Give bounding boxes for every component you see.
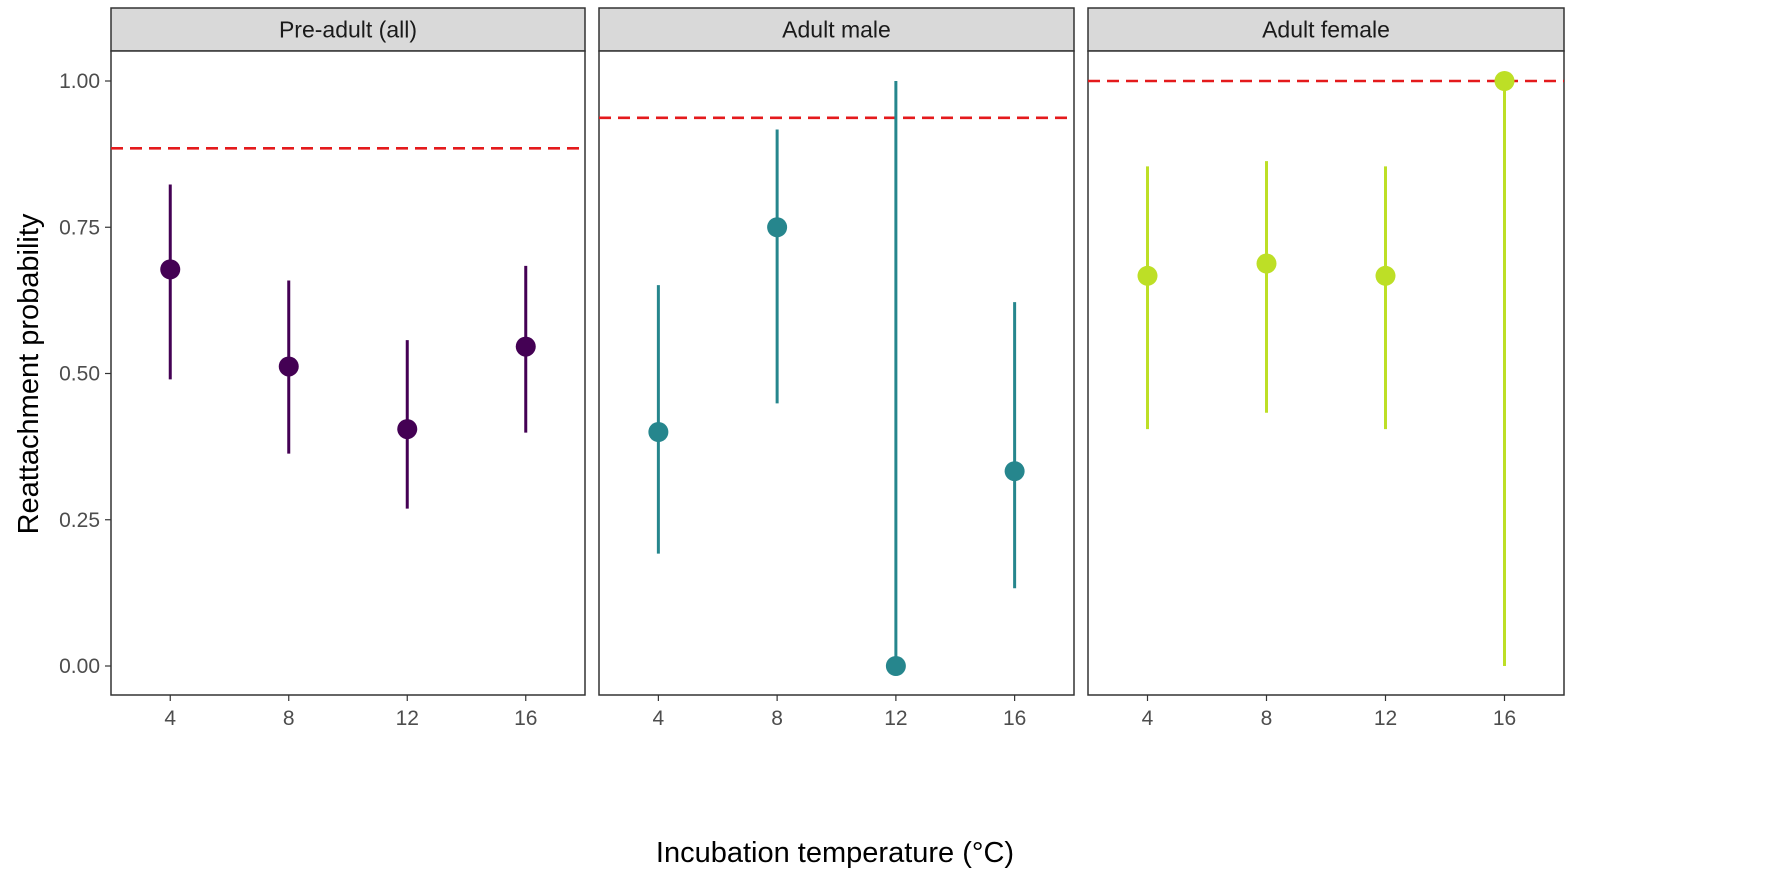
y-tick-label: 0.25 [59,509,100,532]
x-tick-label: 8 [1261,707,1273,730]
facet-strips: Pre-adult (all) Adult male Adult female [110,7,1565,52]
x-tick-label: 12 [884,707,907,730]
data-point [1375,265,1396,286]
facet-title: Pre-adult (all) [279,17,417,43]
data-point [1256,253,1277,274]
x-axis-title: Incubation temperature (°C) [656,837,1014,869]
data-point [1004,461,1025,482]
facet-title: Adult male [782,17,891,43]
panel-background [598,50,1075,696]
x-tick-label: 16 [1003,707,1026,730]
x-tick-label: 8 [283,707,295,730]
data-point [515,336,536,357]
y-tick-label: 0.75 [59,216,100,239]
data-point [160,259,181,280]
facet-strip [1087,7,1565,52]
y-tick-label: 0.50 [59,363,100,386]
facet-title: Adult female [1262,17,1390,43]
x-tick-label: 8 [771,707,783,730]
facet-strip [110,7,586,52]
facet-panel [110,50,586,696]
data-point [278,356,299,377]
x-tick-label: 4 [1142,707,1154,730]
facet-panel [1087,50,1565,696]
panel-background [110,50,586,696]
x-tick-label: 4 [653,707,665,730]
x-tick-label: 12 [1374,707,1397,730]
y-tick-label: 1.00 [59,70,100,93]
panel-background [1087,50,1565,696]
y-axis: 0.00 0.25 0.50 0.75 1.00 [59,70,111,678]
x-tick-label: 4 [164,707,176,730]
x-axes: 4 8 12 16 4 8 12 16 4 8 12 16 [164,695,1516,730]
x-tick-label: 16 [1493,707,1516,730]
facet-strip [598,7,1075,52]
y-tick-label: 0.00 [59,655,100,678]
facet-panel [598,50,1075,696]
data-point [648,422,669,442]
facet-panels [110,50,1565,696]
data-point [885,656,906,676]
data-point [767,217,788,238]
y-axis-title: Reattachment probability [13,213,45,534]
data-point [397,419,418,440]
data-point [1494,71,1515,91]
data-point [1137,265,1158,286]
x-tick-label: 12 [396,707,419,730]
x-tick-label: 16 [514,707,537,730]
